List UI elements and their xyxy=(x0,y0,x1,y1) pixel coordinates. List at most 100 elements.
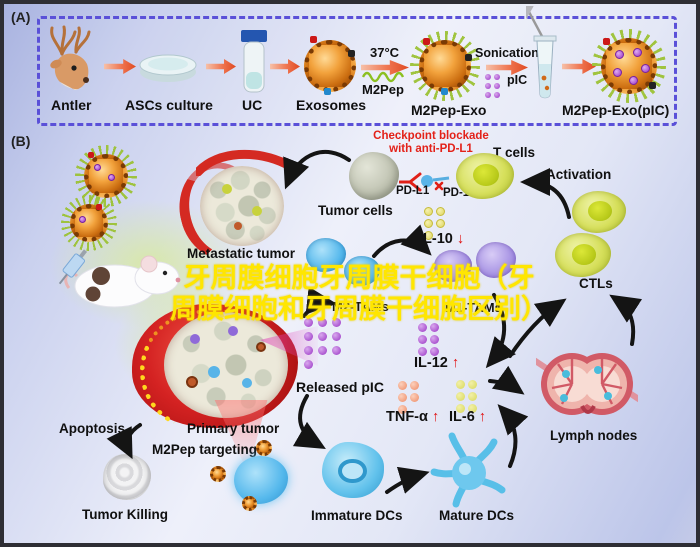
ctl-nucleus xyxy=(588,201,612,222)
pic-dot xyxy=(332,332,341,341)
exosome-mini xyxy=(541,75,547,81)
syringe-barrel xyxy=(62,253,86,278)
label-apoptosis: Apoptosis xyxy=(59,421,125,436)
checkpoint-line1: Checkpoint blockade xyxy=(373,130,489,142)
il10-dot xyxy=(424,219,433,228)
tube-cap xyxy=(241,30,267,42)
label-mature-dcs: Mature DCs xyxy=(439,508,515,523)
blood-vessel xyxy=(196,149,288,176)
exosome-protein-black xyxy=(649,82,656,89)
pic-dot xyxy=(494,92,500,98)
pic-dot xyxy=(332,346,341,355)
loaded-pic-dot xyxy=(94,164,101,171)
arrow-pic-to-immature-dc xyxy=(292,394,326,450)
panel-b-tag: (B) xyxy=(11,133,31,149)
label-exosomes: Exosomes xyxy=(296,97,367,113)
blocked-x-icon xyxy=(434,181,444,191)
m1-tam-cell xyxy=(476,242,516,278)
immature-dc-nucleus xyxy=(338,458,367,484)
uc-tube-illustration xyxy=(241,30,267,93)
t-cell-nucleus xyxy=(473,164,499,187)
pic-dot xyxy=(494,83,500,89)
exosome-protein-black xyxy=(348,50,355,57)
mouse-spot xyxy=(92,267,110,285)
il12-dot xyxy=(430,335,439,344)
pd1-receptor xyxy=(421,175,433,187)
antlers xyxy=(50,25,91,56)
watermark-text: 牙周膜细胞牙周膜干细胞（牙 周膜细胞和牙周膜干细胞区别） xyxy=(144,263,574,325)
arrow-activation xyxy=(520,168,571,219)
mature-dc-cell xyxy=(430,432,506,508)
tumor-cell-dot xyxy=(234,222,242,230)
panel-a-tag: (A) xyxy=(11,9,31,25)
loaded-pic-dot xyxy=(613,68,622,77)
deer-eye xyxy=(71,65,77,71)
il6-dot xyxy=(456,404,465,413)
checkpoint-note: Checkpoint blockade with anti-PD-L1 xyxy=(356,130,506,156)
tube-liquid xyxy=(539,64,551,98)
label-tumor-cells: Tumor cells xyxy=(318,203,393,218)
tnf-dots xyxy=(398,381,426,414)
il6-text: IL-6 xyxy=(449,409,475,425)
loaded-pic-dot xyxy=(79,216,86,223)
arrow-right-to-ctls xyxy=(609,294,643,346)
tnf-dot xyxy=(398,381,407,390)
il6-dots xyxy=(456,380,484,413)
label-pic: pIC xyxy=(507,73,528,87)
arrow-into-lymph xyxy=(488,365,525,395)
label-m2pep-exo: M2Pep-Exo xyxy=(411,102,487,118)
mouse-ear xyxy=(140,255,158,273)
label-m2pep-targeting: M2Pep targeting xyxy=(152,442,258,457)
m1-tam-cell xyxy=(434,250,472,282)
il12-dots xyxy=(418,323,446,356)
exosome-mini xyxy=(544,85,550,91)
il6-dot xyxy=(468,404,477,413)
pic-dot xyxy=(485,83,491,89)
checkpoint-line2: with anti-PD-L1 xyxy=(389,143,473,155)
il10-text: IL-10 xyxy=(419,231,453,247)
il12-dot xyxy=(430,323,439,332)
label-released-pic: Released pIC xyxy=(296,379,384,395)
lymph-vessel xyxy=(536,357,548,371)
label-metastatic-tumor: Metastatic tumor xyxy=(187,246,296,261)
exosome-dot xyxy=(186,376,198,388)
il10-down-arrow-icon: ↓ xyxy=(456,231,465,247)
mini-exosome xyxy=(242,496,257,511)
deer-ear xyxy=(50,59,62,69)
label-lymph-nodes: Lymph nodes xyxy=(550,428,638,443)
exosome-protein-red xyxy=(96,204,102,210)
arrow-immature-to-mature xyxy=(385,466,430,494)
dying-tumor-cell xyxy=(103,454,151,500)
exosome-protein-blue xyxy=(441,88,448,95)
exosome-membrane xyxy=(256,440,272,456)
label-m1-tams: M1-TAMs xyxy=(445,300,502,315)
exosome-dot xyxy=(256,342,266,352)
exosome-illustration xyxy=(304,36,356,95)
petri-dish-illustration xyxy=(139,54,197,82)
label-m2pep-exo-pic: M2Pep-Exo(pIC) xyxy=(562,102,670,118)
tnf-label: TNF-α ↑ xyxy=(386,409,439,425)
label-immature-dcs: Immature DCs xyxy=(311,508,403,523)
tam-dot xyxy=(190,334,200,344)
exosome-protein-red xyxy=(310,36,317,43)
tube-rim xyxy=(533,35,557,42)
label-uc: UC xyxy=(242,97,263,113)
syringe-needle xyxy=(58,273,68,285)
tnf-dot xyxy=(398,405,407,414)
label-pd-l1: PD-L1 xyxy=(396,185,430,197)
il10-label: IL-10 ↓ xyxy=(419,231,464,247)
dc-nucleus xyxy=(459,463,471,475)
sonication-tube-illustration xyxy=(526,6,557,99)
exosome-membrane xyxy=(210,466,226,482)
immature-dc-cell xyxy=(322,442,384,498)
loaded-pic-dot xyxy=(108,174,115,181)
il6-label: IL-6 ↑ xyxy=(449,409,486,425)
mini-exosome xyxy=(256,440,272,456)
watermark-line2: 周膜细胞和牙周膜干细胞区别） xyxy=(170,294,548,324)
il6-dot xyxy=(468,392,477,401)
deer-head xyxy=(54,53,89,90)
m2-tam-cell xyxy=(306,238,346,272)
syringe-barrel xyxy=(526,6,534,21)
label-temp: 37°C xyxy=(370,45,400,60)
label-primary-tumor: Primary tumor xyxy=(187,421,280,436)
